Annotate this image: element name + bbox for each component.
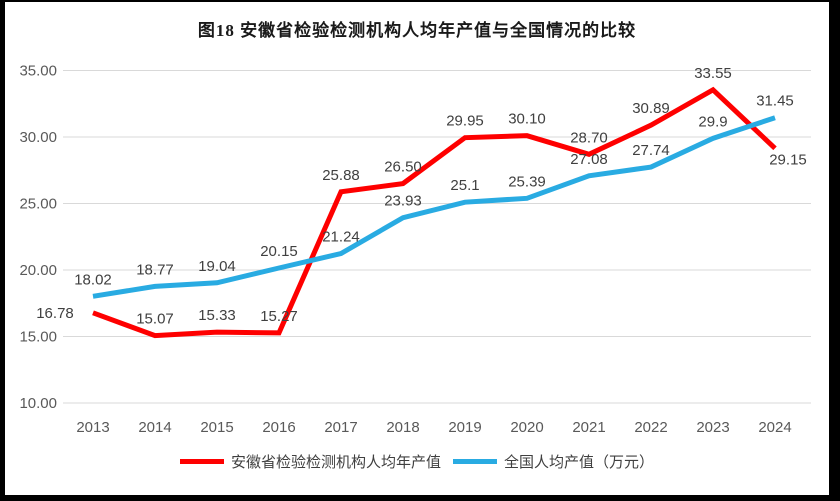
y-axis-tick-label: 20.00 <box>19 262 57 279</box>
data-label: 18.77 <box>136 261 174 278</box>
data-label: 15.07 <box>136 311 174 328</box>
y-axis-tick-label: 10.00 <box>19 395 57 412</box>
x-axis-tick-label: 2024 <box>758 419 791 436</box>
data-label: 21.24 <box>322 229 360 246</box>
data-label: 30.10 <box>508 111 546 128</box>
legend-item: 全国人均产值（万元） <box>453 451 654 472</box>
data-label: 30.89 <box>632 100 670 117</box>
data-label: 20.15 <box>260 243 298 260</box>
data-label: 29.15 <box>769 151 807 168</box>
chart-title: 图18 安徽省检验检测机构人均年产值与全国情况的比较 <box>197 21 637 40</box>
x-axis-tick-label: 2014 <box>138 419 171 436</box>
x-axis-tick-label: 2018 <box>386 419 419 436</box>
x-axis-tick-label: 2020 <box>510 419 543 436</box>
data-label: 16.78 <box>36 305 74 322</box>
x-axis-tick-label: 2016 <box>262 419 295 436</box>
data-label: 25.88 <box>322 167 360 184</box>
chart-legend: 安徽省检验检测机构人均年产值 全国人均产值（万元） <box>5 451 829 472</box>
x-axis-tick-label: 2015 <box>200 419 233 436</box>
data-label: 28.70 <box>570 129 608 146</box>
y-axis-tick-label: 35.00 <box>19 63 57 80</box>
anhui-series-line <box>92 86 777 339</box>
legend-label: 全国人均产值（万元） <box>504 454 655 471</box>
data-label: 25.1 <box>450 177 479 194</box>
line-chart: 10.00 15.00 20.00 25.00 30.00 35.00 2013 2014 20… <box>19 63 811 436</box>
x-axis-tick-label: 2017 <box>324 419 357 436</box>
data-label: 25.39 <box>508 173 546 190</box>
data-label: 26.50 <box>384 159 422 176</box>
data-label: 15.27 <box>260 308 298 325</box>
y-axis-tick-label: 25.00 <box>19 196 57 213</box>
data-label: 33.55 <box>694 65 732 82</box>
x-axis-tick-label: 2023 <box>696 419 729 436</box>
legend-line-swatch <box>453 459 497 464</box>
data-label: 31.45 <box>756 93 794 110</box>
y-axis-tick-label: 15.00 <box>19 329 57 346</box>
data-label: 27.08 <box>570 151 608 168</box>
national-series-line <box>92 115 776 299</box>
legend-item: 安徽省检验检测机构人均年产值 <box>179 451 441 472</box>
x-axis-tick-label: 2019 <box>448 419 481 436</box>
data-label: 15.33 <box>198 307 236 324</box>
x-axis-tick-label: 2021 <box>572 419 605 436</box>
data-label: 29.95 <box>446 113 484 130</box>
legend-line-swatch <box>179 459 224 464</box>
legend-label: 安徽省检验检测机构人均年产值 <box>230 454 441 471</box>
data-label: 19.04 <box>198 258 236 275</box>
x-axis-tick-label: 2022 <box>634 419 667 436</box>
data-label: 29.9 <box>698 113 727 130</box>
data-label: 18.02 <box>74 271 112 288</box>
x-axis-tick-label: 2013 <box>76 419 109 436</box>
data-label: 27.74 <box>632 142 670 159</box>
y-axis-tick-label: 30.00 <box>19 129 57 146</box>
data-label: 23.93 <box>384 193 422 210</box>
chart-container: 图18 安徽省检验检测机构人均年产值与全国情况的比较 10.00 15.00 20.… <box>5 2 829 495</box>
